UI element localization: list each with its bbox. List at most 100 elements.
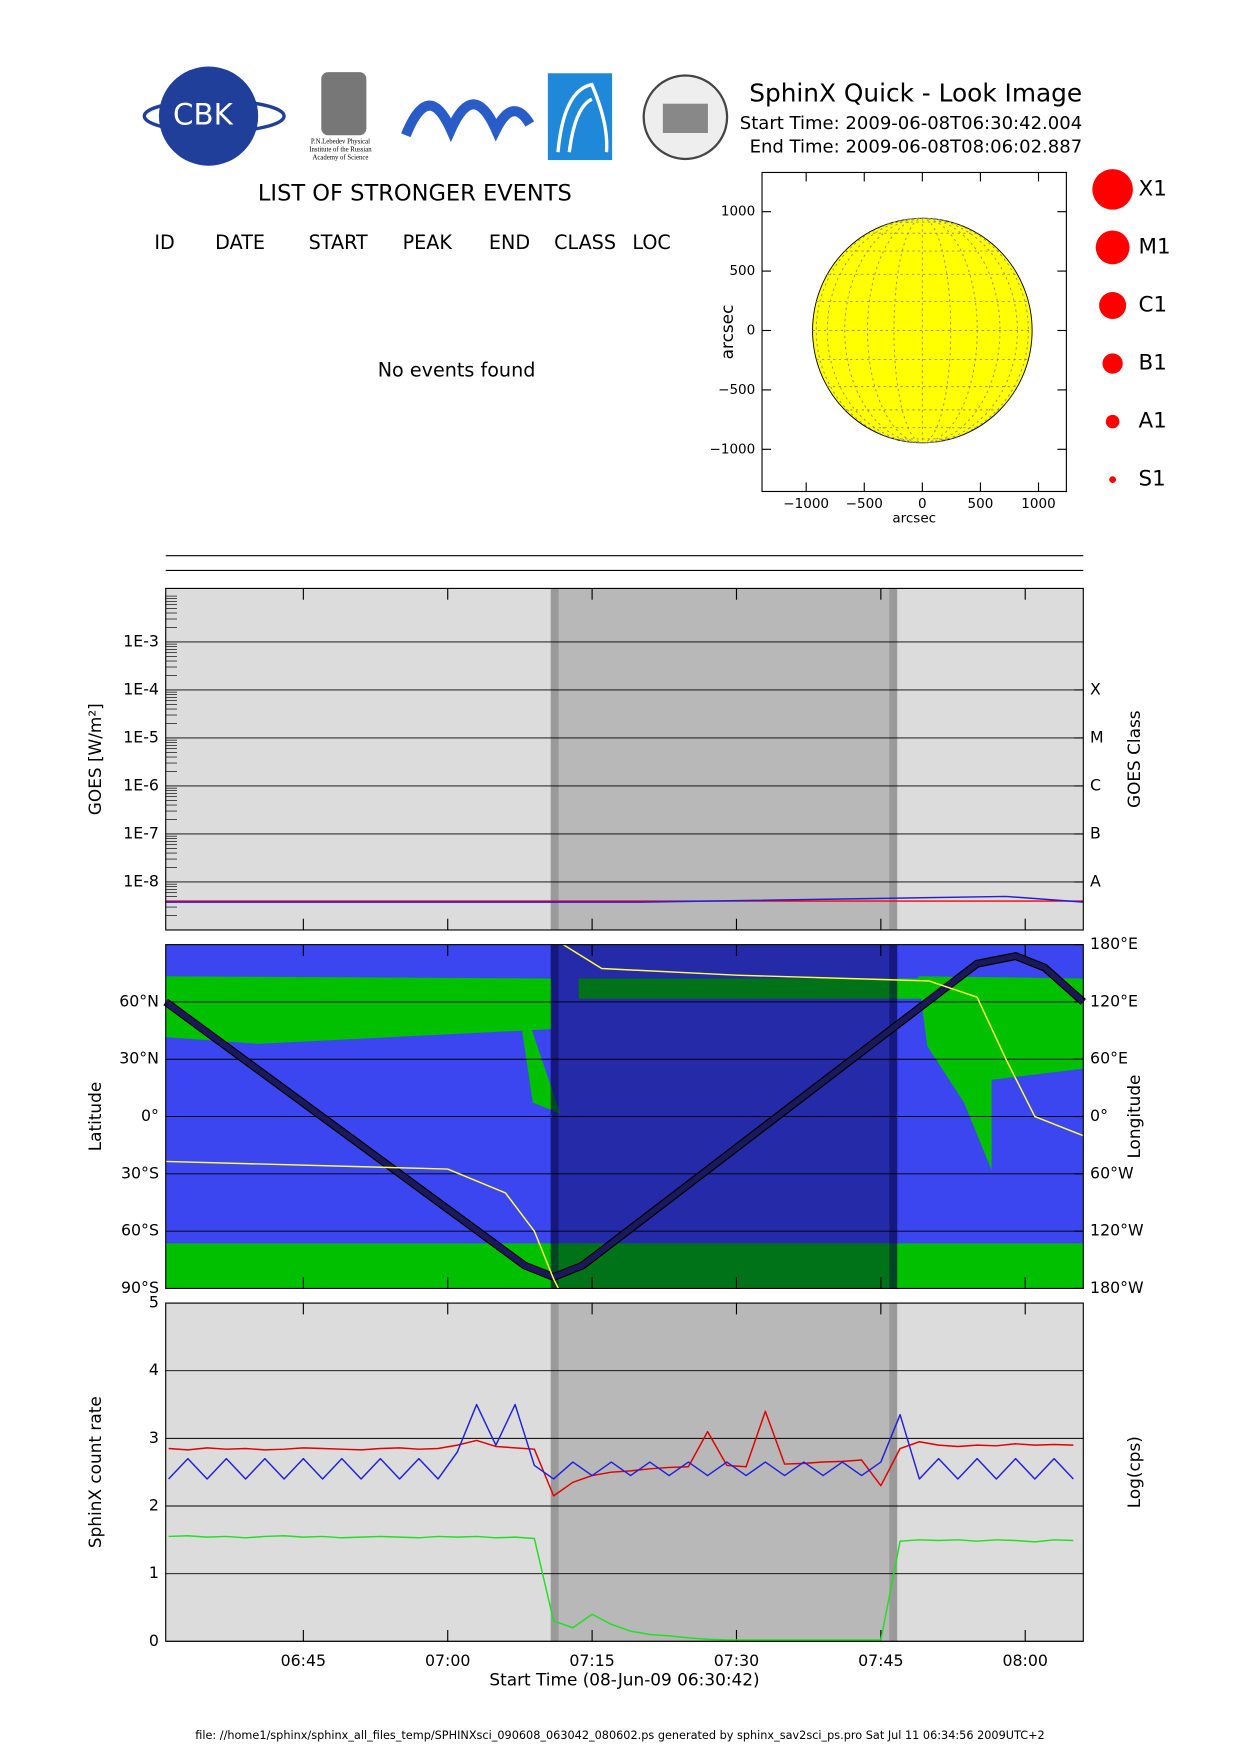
- x-axis-title: arcsec: [892, 511, 936, 527]
- y2-tick-label: M: [1090, 727, 1104, 746]
- column-header: PEAK: [403, 231, 453, 254]
- x-tick-label: 1000: [1021, 496, 1055, 512]
- y2-tick-label: 60°E: [1090, 1049, 1128, 1068]
- axis-title: arcsec: [717, 305, 737, 360]
- column-header: START: [309, 231, 368, 254]
- series-line: [165, 944, 1084, 1289]
- legend-label: M1: [1139, 234, 1171, 259]
- y-tick-label: 5: [149, 1293, 159, 1312]
- y-tick-label: 1E-7: [123, 823, 159, 842]
- y2-tick-label: 180°E: [1090, 934, 1138, 953]
- lebedev-caption: P.N.Lebedev Physical: [311, 139, 370, 146]
- y-tick-label: 1E-3: [123, 631, 159, 650]
- y-tick-label: 60°N: [119, 991, 159, 1010]
- axis-title: GOES [W/m²]: [85, 703, 105, 815]
- y2-tick-label: B: [1090, 823, 1101, 842]
- y-tick-label: 1000: [721, 204, 755, 220]
- cbk-logo: [158, 66, 259, 166]
- x-tick-label: 07:15: [569, 1651, 614, 1670]
- y2-tick-label: 120°W: [1090, 1221, 1144, 1240]
- x-tick-label: 08:00: [1003, 1651, 1048, 1670]
- y-tick-label: 2: [149, 1496, 159, 1515]
- legend-label: S1: [1139, 467, 1166, 492]
- legend-label: X1: [1139, 176, 1167, 201]
- land: [918, 976, 1084, 1171]
- y-tick-label: −1000: [710, 441, 756, 457]
- x-tick-label: 500: [968, 496, 994, 512]
- land: [165, 976, 552, 1044]
- events-message: No events found: [378, 358, 536, 381]
- axis-title: Longitude: [1124, 1075, 1144, 1159]
- x-tick-label: 06:45: [281, 1651, 326, 1670]
- series-line: [165, 895, 1084, 903]
- footer: file: //home1/sphinx/sphinx_all_files_te…: [195, 1729, 1044, 1742]
- y-tick-label: 0: [149, 1631, 159, 1650]
- y-tick-label: 30°N: [119, 1049, 159, 1068]
- eclipse-edge: [889, 588, 898, 930]
- eclipse-edge: [889, 1303, 898, 1642]
- plot-background: [165, 588, 1084, 930]
- plot-background: [165, 1303, 1084, 1642]
- axis-title: Log(cps): [1124, 1436, 1144, 1508]
- column-header: ID: [154, 231, 174, 254]
- x-tick-label: 07:00: [425, 1651, 470, 1670]
- y-tick-label: 1E-6: [123, 775, 159, 794]
- cbk-orbit: [142, 98, 286, 134]
- logos: CBK P.N.Lebedev Physical Institute of th…: [142, 66, 729, 166]
- y2-tick-label: 180°W: [1090, 1278, 1144, 1297]
- y2-tick-label: 60°W: [1090, 1163, 1134, 1182]
- lebedev-caption: Academy of Science: [313, 154, 369, 161]
- y2-tick-label: 0°: [1090, 1106, 1108, 1125]
- x-tick-label: −1000: [783, 496, 829, 512]
- legend-label: B1: [1139, 351, 1167, 376]
- institute-logo-arcs: [556, 82, 609, 153]
- y-tick-label: 0: [747, 322, 756, 338]
- column-header: LOC: [632, 231, 670, 254]
- legend-marker: [1099, 291, 1127, 320]
- eclipse-edge: [550, 588, 559, 930]
- eclipse-edge: [550, 1303, 559, 1642]
- series-line: [168, 1410, 1074, 1497]
- axis-title: SphinX count rate: [85, 1396, 105, 1548]
- frame: [165, 587, 1084, 931]
- cbk-text: CBK: [173, 98, 234, 132]
- y-tick-label: 90°S: [121, 1278, 159, 1297]
- x-tick-label: −500: [846, 496, 883, 512]
- y-tick-label: 60°S: [121, 1221, 159, 1240]
- y2-tick-label: A: [1090, 871, 1101, 890]
- y-tick-label: 0°: [141, 1106, 159, 1125]
- land: [578, 978, 946, 999]
- mifi-logo: [401, 99, 535, 143]
- legend-marker: [1109, 476, 1116, 484]
- y-tick-label: 1E-5: [123, 727, 159, 746]
- end-time: End Time: 2009-06-08T08:06:02.887: [750, 137, 1083, 158]
- y-tick-label: 1E-4: [123, 679, 159, 698]
- series-line: [168, 1535, 1074, 1641]
- column-header: CLASS: [554, 231, 616, 254]
- y2-tick-label: 120°E: [1090, 991, 1138, 1010]
- y-tick-label: 4: [149, 1360, 159, 1379]
- y-tick-label: −500: [718, 382, 755, 398]
- legend-label: A1: [1139, 409, 1167, 434]
- y2-tick-label: X: [1090, 679, 1101, 698]
- series-line: [164, 953, 1086, 1280]
- frame: [761, 171, 1067, 493]
- x-tick-label: 0: [918, 496, 927, 512]
- series-line: [168, 1403, 1074, 1480]
- y-tick-label: 1E-8: [123, 871, 159, 890]
- start-time: Start Time: 2009-06-08T06:30:42.004: [740, 113, 1082, 134]
- eclipse-shade: [550, 588, 898, 930]
- legend-marker: [1092, 169, 1133, 210]
- axis-title: GOES Class: [1124, 710, 1144, 808]
- university-building: [662, 103, 708, 134]
- y2-tick-label: C: [1090, 775, 1101, 794]
- frame: [165, 944, 1084, 1290]
- legend-label: C1: [1139, 292, 1168, 317]
- x-tick-label: 07:45: [858, 1651, 903, 1670]
- axis-title: Latitude: [85, 1082, 105, 1152]
- lebedev-portrait: [321, 72, 367, 136]
- column-header: END: [489, 231, 530, 254]
- legend-marker: [1102, 353, 1123, 374]
